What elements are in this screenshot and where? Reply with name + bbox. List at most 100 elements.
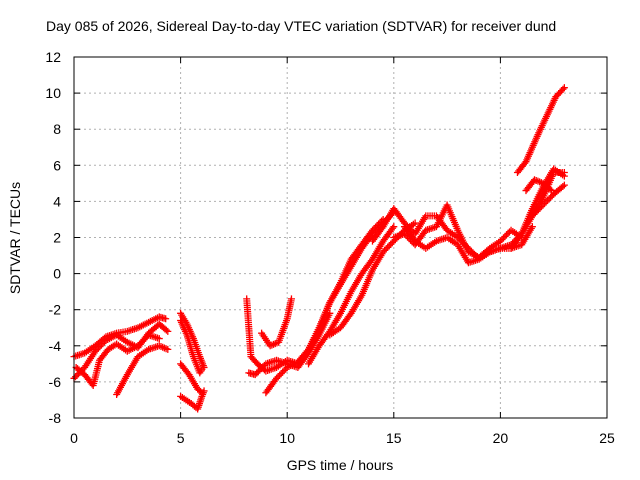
data-marker (533, 207, 541, 215)
y-tick-label: 10 (45, 85, 61, 101)
data-marker (388, 239, 396, 247)
data-point (528, 223, 536, 231)
x-tick-label: 0 (70, 430, 78, 446)
data-point (134, 342, 142, 350)
data-point (548, 187, 556, 195)
y-tick-label: 2 (53, 230, 61, 246)
data-marker (99, 339, 107, 347)
data-marker (517, 231, 525, 239)
data-marker (96, 343, 104, 351)
x-tick-label: 25 (599, 430, 615, 446)
data-point (560, 84, 568, 92)
data-marker (546, 185, 554, 193)
data-marker (303, 347, 311, 355)
data-marker (389, 224, 397, 232)
data-point (379, 248, 387, 256)
data-marker (542, 198, 550, 206)
data-point (164, 327, 172, 335)
series-17 (400, 223, 536, 267)
data-marker (97, 341, 105, 349)
series-6 (177, 317, 206, 377)
data-marker (274, 373, 282, 381)
data-marker (545, 195, 553, 203)
data-marker (382, 245, 390, 253)
data-marker (93, 346, 101, 354)
chart-title: Day 085 of 2026, Sidereal Day-to-day VTE… (46, 18, 556, 34)
data-point (539, 201, 547, 209)
data-point (496, 237, 504, 245)
data-marker (536, 204, 544, 212)
axis-ticks (73, 56, 608, 419)
data-marker (280, 367, 288, 375)
series-21 (522, 176, 556, 195)
series-3 (72, 331, 163, 390)
data-point (287, 295, 295, 303)
data-point (560, 181, 568, 189)
data-marker (502, 231, 510, 239)
x-tick-labels: 0 5 10 15 20 25 (70, 430, 615, 446)
data-point (326, 309, 334, 317)
y-tick-label: 4 (53, 193, 61, 209)
data-marker (253, 369, 261, 377)
y-tick-label: 6 (53, 157, 61, 173)
data-marker (544, 196, 552, 204)
x-tick-label: 15 (386, 430, 402, 446)
y-tick-label: 12 (45, 49, 61, 65)
data-point (528, 212, 536, 220)
data-point (411, 219, 419, 227)
data-marker (279, 368, 287, 376)
data-marker (137, 339, 145, 347)
data-marker (531, 209, 539, 217)
data-point (164, 345, 172, 353)
data-marker (254, 368, 262, 376)
data-marker (381, 246, 389, 254)
data-marker (538, 203, 546, 211)
x-axis-label: GPS time / hours (287, 457, 394, 473)
y-tick-labels: -8 -6 -4 -2 0 2 4 6 8 10 12 (45, 49, 61, 426)
data-marker (559, 85, 567, 93)
data-marker (541, 199, 549, 207)
data-marker (547, 193, 555, 201)
data-marker (73, 371, 81, 379)
data-marker (384, 243, 392, 251)
data-marker (276, 371, 284, 379)
y-tick-label: -6 (49, 374, 62, 390)
y-tick-label: -8 (49, 410, 62, 426)
y-tick-label: -4 (49, 338, 62, 354)
data-point (91, 347, 99, 355)
series-8 (177, 387, 208, 413)
x-tick-label: 10 (279, 430, 295, 446)
data-marker (140, 336, 148, 344)
data-point (198, 365, 206, 373)
data-point (162, 315, 170, 323)
data-point (200, 387, 208, 395)
data-point (273, 374, 281, 382)
series-20 (513, 84, 568, 177)
data-point (390, 223, 398, 231)
y-tick-label: 8 (53, 121, 61, 137)
data-point (155, 335, 163, 343)
data-marker (534, 206, 542, 214)
data-marker (498, 236, 506, 244)
y-tick-label: 0 (53, 266, 61, 282)
y-axis-label: SDTVAR / TECUs (7, 182, 23, 294)
series-12 (258, 295, 295, 350)
data-point (368, 230, 376, 238)
series-11 (262, 208, 398, 397)
data-marker (72, 373, 80, 381)
data-point (400, 230, 408, 238)
y-tick-label: -2 (49, 302, 62, 318)
data-marker (135, 340, 143, 348)
data-marker (559, 182, 567, 190)
data-marker (530, 210, 538, 218)
data-marker (94, 344, 102, 352)
data-marker (499, 234, 507, 242)
data-marker (162, 326, 170, 334)
data-marker (501, 232, 509, 240)
data-marker (139, 337, 147, 345)
data-point (251, 371, 259, 379)
data-marker (142, 334, 150, 342)
x-tick-label: 20 (493, 430, 509, 446)
